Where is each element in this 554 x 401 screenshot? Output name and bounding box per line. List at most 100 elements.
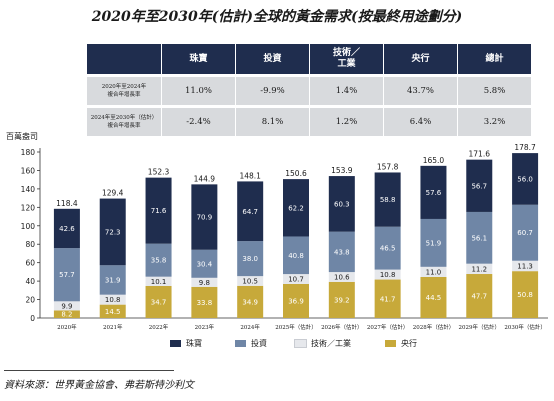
- data-label: 58.8: [380, 196, 396, 204]
- data-label: 57.7: [59, 271, 75, 279]
- page-title: 2020年至2030年(估計)全球的黃金需求(按最終用途劃分): [91, 9, 463, 25]
- bar-segment: [374, 172, 401, 227]
- bar-segment: [374, 269, 401, 280]
- total-label: 152.3: [148, 168, 170, 177]
- bar-segment: [328, 281, 355, 318]
- total-label: 144.9: [194, 174, 216, 183]
- bar-segment: [420, 218, 447, 267]
- bar-segment: [99, 304, 126, 318]
- total-label: 178.7: [514, 143, 536, 152]
- data-label: 64.7: [242, 208, 258, 216]
- table-row-label: 2020年至2024年 複合年增長率: [87, 74, 162, 107]
- bar-segment: [145, 177, 172, 244]
- bar-segment: [512, 260, 539, 272]
- data-label: 10.6: [334, 273, 350, 281]
- table-cell: 5.8%: [457, 74, 532, 107]
- data-label: 9.8: [199, 279, 210, 287]
- data-label: 60.3: [334, 200, 350, 208]
- bar-segment: [420, 266, 447, 277]
- y-axis-label: 百萬盎司: [6, 131, 38, 141]
- data-label: 46.5: [380, 245, 396, 253]
- data-label: 10.5: [242, 277, 258, 285]
- bar-segment: [99, 265, 126, 295]
- bar-segment: [237, 241, 264, 277]
- data-label: 8.2: [61, 311, 72, 319]
- x-tick-label: 2027年（估計）: [367, 323, 409, 331]
- data-label: 36.9: [288, 297, 304, 305]
- y-tick-label: 180: [21, 148, 36, 157]
- x-tick-label: 2023年: [195, 323, 215, 331]
- bar-segment: [53, 301, 80, 311]
- y-tick-label: 40: [25, 277, 35, 286]
- data-label: 57.6: [426, 189, 442, 197]
- data-label: 11.0: [426, 268, 442, 276]
- y-tick-label: 60: [25, 259, 35, 268]
- source-note: 資料來源：世界黃金協會、弗若斯特沙利文: [4, 380, 194, 391]
- bar-segment: [420, 276, 447, 318]
- bar-segment: [512, 271, 539, 318]
- table-cell: 1.4%: [309, 74, 384, 107]
- x-tick-label: 2024年: [240, 323, 260, 331]
- bar-segment: [237, 285, 264, 318]
- data-label: 10.7: [288, 276, 304, 284]
- y-tick-label: 120: [21, 203, 36, 212]
- data-label: 34.9: [242, 298, 258, 306]
- total-label: 171.6: [469, 150, 491, 159]
- data-label: 47.7: [471, 293, 487, 301]
- data-label: 72.3: [105, 228, 121, 236]
- x-tick-label: 2022年: [149, 323, 169, 331]
- total-label: 129.4: [102, 189, 124, 198]
- bar-segment: [466, 263, 493, 275]
- bar-segment: [191, 277, 218, 287]
- table-cell: 6.4%: [383, 105, 458, 136]
- total-label: 150.6: [285, 169, 307, 178]
- bar-segment: [237, 276, 264, 286]
- y-tick-label: 20: [25, 296, 35, 305]
- x-tick-label: 2030年（估計）: [504, 323, 546, 331]
- x-tick-label: 2020年: [57, 323, 77, 331]
- bar-segment: [283, 283, 309, 318]
- y-tick-label: 0: [30, 314, 35, 323]
- bar-segment: [466, 159, 493, 212]
- table-header-central-bank: 央行: [383, 44, 458, 76]
- bar-segment: [512, 204, 539, 261]
- legend-label: 投資: [251, 339, 267, 348]
- x-tick-label: 2028年（估計）: [413, 323, 455, 331]
- data-label: 11.3: [517, 262, 533, 270]
- bar-segment: [512, 153, 539, 205]
- bar-segment: [191, 249, 218, 278]
- data-label: 14.5: [105, 308, 121, 316]
- data-label: 40.8: [288, 252, 304, 260]
- bar-segment: [145, 276, 172, 286]
- bar-segment: [420, 165, 447, 219]
- y-tick-label: 140: [21, 185, 36, 194]
- bar-segment: [374, 279, 401, 318]
- data-label: 43.8: [334, 248, 350, 256]
- legend-label: 央行: [401, 339, 417, 348]
- total-label: 153.9: [331, 166, 353, 175]
- data-label: 38.0: [242, 255, 258, 263]
- bar-segment: [145, 285, 172, 318]
- bar-segment: [53, 310, 80, 318]
- data-label: 9.9: [61, 302, 72, 310]
- legend-item: 技術／工業: [294, 338, 351, 349]
- legend-item: 投資: [235, 338, 267, 349]
- data-label: 35.8: [151, 257, 167, 265]
- bar-segment: [283, 236, 309, 275]
- bar-segment: [374, 226, 401, 270]
- gold-demand-stacked-bar-chart: 百萬盎司 0 20 40 60 80 100 120 140 160 180 8.29.9 57.7 42…: [6, 131, 548, 331]
- data-label: 33.8: [197, 299, 213, 307]
- legend-swatch: [385, 340, 396, 347]
- data-label: 50.8: [517, 291, 533, 299]
- data-label: 10.8: [105, 296, 121, 304]
- table-header-total: 總計: [457, 44, 532, 76]
- bar-segment: [283, 274, 309, 284]
- table-row: 2024年至2030年（估計） 複合年增長率 -2.4% 8.1% 1.2% 6…: [87, 105, 532, 136]
- table-cell: -9.9%: [235, 74, 310, 107]
- bar-segment: [328, 176, 355, 232]
- legend-label: 珠寶: [186, 339, 202, 348]
- total-label: 148.1: [239, 171, 261, 180]
- data-label: 56.0: [517, 175, 533, 183]
- data-label: 44.5: [426, 294, 442, 302]
- bar-segment: [283, 179, 309, 237]
